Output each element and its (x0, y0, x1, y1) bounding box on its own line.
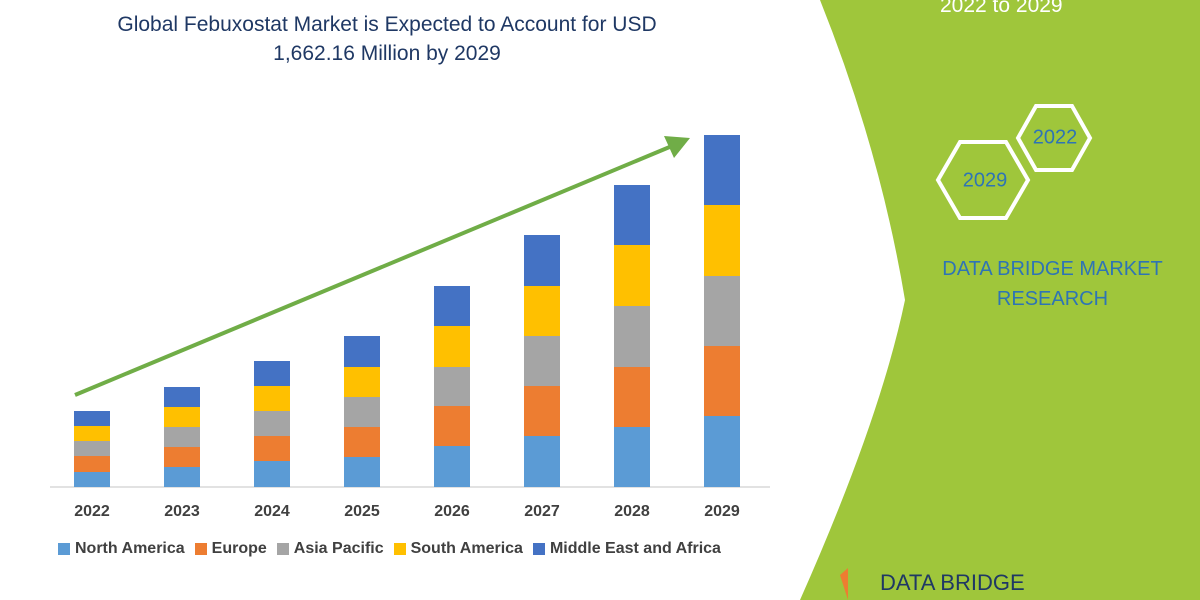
x-tick-label: 2025 (344, 503, 380, 520)
legend-label: South America (410, 540, 523, 557)
bar-segment (434, 286, 470, 326)
hexagon (935, 140, 1031, 220)
legend-item: South America (393, 540, 523, 558)
bar-segment (434, 446, 470, 487)
bar-segment (74, 472, 110, 487)
x-tick-label: 2026 (434, 503, 470, 520)
hex-label: 2022 (1033, 126, 1078, 148)
bar-segment (434, 367, 470, 406)
date-range: 2022 to 2029 (940, 0, 1063, 17)
legend-label: Europe (211, 540, 267, 557)
chart-title: Global Febuxostat Market is Expected to … (117, 13, 657, 65)
bar-segment (524, 336, 560, 386)
hex-label: 2029 (963, 169, 1008, 191)
bar-segment (344, 397, 380, 427)
bar-segment (614, 185, 650, 245)
x-tick-label: 2029 (704, 503, 740, 520)
bar-segment (164, 467, 200, 487)
bar-segment (74, 426, 110, 441)
green-panel (800, 0, 1200, 600)
legend-swatch (194, 543, 207, 555)
bar-segment (344, 427, 380, 457)
bar-segment (434, 326, 470, 367)
bar-segment (254, 386, 290, 411)
x-tick-label: 2023 (164, 503, 200, 520)
legend-item: North America (58, 540, 185, 558)
bar-segment (74, 411, 110, 426)
bar-segment (704, 276, 740, 346)
legend-item: Middle East and Africa (532, 540, 721, 558)
bar-segment (74, 441, 110, 456)
x-tick-label: 2024 (254, 503, 290, 520)
bar-segment (524, 386, 560, 436)
legend-swatch (393, 543, 406, 555)
bar-segment (524, 436, 560, 487)
bar-segment (704, 205, 740, 276)
brand-text: DATA BRIDGE MARKET RESEARCH (942, 258, 1163, 310)
x-tick-label: 2027 (524, 503, 560, 520)
bar-segment (434, 406, 470, 446)
logo-text: DATA BRIDGE (880, 570, 1025, 595)
bar-segment (164, 427, 200, 447)
bar-segment (164, 447, 200, 467)
bar-segment (74, 456, 110, 472)
bar-segment (164, 387, 200, 407)
bar-segment (254, 436, 290, 461)
legend: North America Europe Asia Pacific South Ame… (58, 540, 721, 558)
bar-segment (614, 427, 650, 487)
legend-item: Asia Pacific (276, 540, 384, 558)
logo-icon (840, 568, 848, 600)
bar-segment (254, 411, 290, 436)
bar-segment (524, 235, 560, 286)
trend-arrow (74, 144, 673, 397)
bar-segment (614, 245, 650, 306)
x-tick-label: 2028 (614, 503, 650, 520)
bar-segment (164, 407, 200, 427)
legend-label: Middle East and Africa (549, 540, 721, 557)
bar-segment (524, 286, 560, 336)
bar-segment (254, 361, 290, 386)
legend-label: North America (75, 540, 185, 557)
legend-swatch (58, 543, 70, 555)
arrow-head (664, 136, 690, 158)
bar-segment (704, 135, 740, 205)
legend-label: Asia Pacific (293, 540, 384, 557)
legend-item: Europe (194, 540, 267, 558)
x-tick-label: 2022 (74, 503, 110, 520)
bar-segment (254, 461, 290, 487)
bar-segment (344, 457, 380, 487)
hexagon (1015, 104, 1093, 172)
bar-segment (704, 346, 740, 416)
bar-segment (344, 336, 380, 367)
bar-segment (614, 367, 650, 427)
bar-segment (614, 306, 650, 367)
bar-segment (704, 416, 740, 487)
legend-swatch (532, 543, 545, 555)
legend-swatch (276, 543, 289, 555)
bar-segment (344, 367, 380, 397)
